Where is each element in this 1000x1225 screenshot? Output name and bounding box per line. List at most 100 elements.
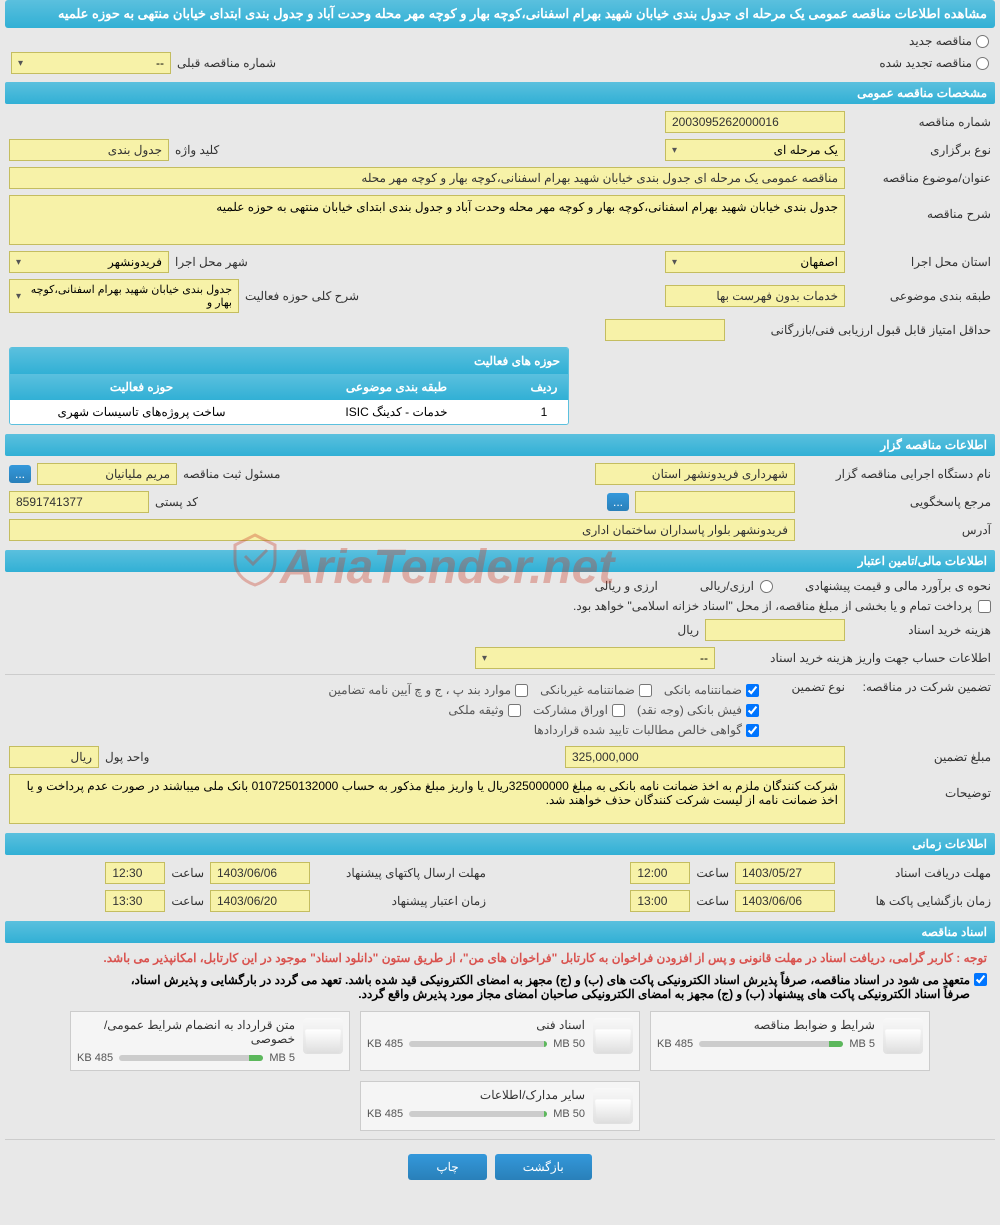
back-button[interactable]: بازگشت [495,1154,592,1180]
chevron-down-icon: ▾ [18,58,23,69]
check-c4[interactable]: فیش بانکی (وجه نقد) [637,703,759,717]
row-idx: 1 [524,405,564,419]
registrar-label: مسئول ثبت مناقصه [183,467,280,481]
open-label: زمان بازگشایی پاکت ها [841,894,991,908]
org-value: شهرداری فریدونشهر استان [595,463,795,485]
prev-tender-no-label: شماره مناقصه قبلی [177,56,276,70]
currency-radio[interactable] [760,580,773,593]
progress-bar [409,1111,547,1117]
table-row: 1 خدمات - کدینگ ISIC ساخت پروژه‌های تاسی… [10,400,568,424]
prev-tender-value: -- [156,56,164,70]
file-box-4[interactable]: سایر مدارک/اطلاعات 50 MB 485 KB [360,1081,640,1131]
check-c3[interactable]: موارد بند پ ، ج و چ آیین نامه تضامین [328,683,528,697]
row-area: ساخت پروژه‌های تاسیسات شهری [14,405,269,419]
file-box-3[interactable]: متن قرارداد به انضمام شرایط عمومی/خصوصی … [70,1011,350,1071]
open-time: 13:00 [630,890,690,912]
chevron-down-icon: ▾ [16,291,21,302]
account-info-label: اطلاعات حساب جهت واریز هزینه خرید اسناد [721,651,991,665]
check-c6[interactable]: وثیقه ملکی [448,703,521,717]
section-docs: اسناد مناقصه [5,921,995,943]
col-cat: طبقه بندی موضوعی [269,380,524,394]
receive-time: 12:00 [630,862,690,884]
activity-table-title: حوزه های فعالیت [10,348,568,374]
tender-type-renewed-radio[interactable] [976,57,989,70]
category-label: طبقه بندی موضوعی [851,289,991,303]
keyword-label: کلید واژه [175,143,219,157]
type-select[interactable]: یک مرحله ای ▾ [665,139,845,161]
commitment-line2: صرفاً اسناد الکترونیکی پاکت های پیشنهاد … [131,987,970,1001]
red-warning: توجه : کاربر گرامی، دریافت اسناد در مهلت… [5,947,995,969]
unit-value: ریال [9,746,99,768]
unit-label: واحد پول [105,750,149,764]
registrar-more-button[interactable]: ... [9,465,31,483]
prev-tender-select[interactable]: -- ▾ [11,52,171,74]
account-info-select[interactable]: -- ▾ [475,647,715,669]
scope-value: جدول بندی خیابان شهید بهرام اسفنانی،کوچه… [21,283,232,309]
doc-fee-label: هزینه خرید اسناد [851,623,991,637]
tender-type-renewed-label: مناقصه تجدید شده [879,56,972,70]
treasury-note: پرداخت تمام و یا بخشی از مبلغ مناقصه، از… [573,599,972,613]
account-info-value: -- [700,651,708,665]
province-label: استان محل اجرا [851,255,991,269]
activity-table: حوزه های فعالیت ردیف طبقه بندی موضوعی حو… [9,347,569,425]
chevron-down-icon: ▾ [482,653,487,664]
type-label: نوع برگزاری [851,143,991,157]
notes-label: توضیحات [851,774,991,800]
file-title: اسناد فنی [367,1018,585,1032]
check-c7[interactable]: گواهی خالص مطالبات تایید شده قراردادها [534,723,759,737]
file-title: سایر مدارک/اطلاعات [367,1088,585,1102]
treasury-checkbox[interactable] [978,600,991,613]
reply-value [635,491,795,513]
commitment-checkbox[interactable] [974,973,987,986]
file-total: 50 MB [553,1038,585,1050]
file-used: 485 KB [367,1038,403,1050]
city-select[interactable]: فریدونشهر ▾ [9,251,169,273]
section-issuer: اطلاعات مناقصه گزار [5,434,995,456]
print-button[interactable]: چاپ [408,1154,486,1180]
amount-value: 325,000,000 [565,746,845,768]
chevron-down-icon: ▾ [672,145,677,156]
check-c2[interactable]: ضمانتنامه غیربانکی [540,683,652,697]
receive-label: مهلت دریافت اسناد [841,866,991,880]
chevron-down-icon: ▾ [672,257,677,268]
file-used: 485 KB [367,1108,403,1120]
col-area: حوزه فعالیت [14,380,269,394]
category-value: خدمات بدون فهرست بها [665,285,845,307]
section-general: مشخصات مناقصه عمومی [5,82,995,104]
city-value: فریدونشهر [108,255,162,269]
time-label-4: ساعت [171,894,204,908]
notes-value: شرکت کنندگان ملزم به اخذ ضمانت نامه بانک… [9,774,845,824]
file-total: 50 MB [553,1108,585,1120]
address-label: آدرس [801,523,991,537]
province-select[interactable]: اصفهان ▾ [665,251,845,273]
tender-type-new-radio[interactable] [976,35,989,48]
time-label-3: ساعت [171,866,204,880]
check-c5[interactable]: اوراق مشارکت [533,703,625,717]
receive-date: 1403/05/27 [735,862,835,884]
col-idx: ردیف [524,380,564,394]
time-label-2: ساعت [696,894,729,908]
subject-value: مناقصه عمومی یک مرحله ای جدول بندی خیابا… [9,167,845,189]
reply-more-button[interactable]: ... [607,493,629,511]
folder-icon [593,1018,633,1054]
subject-label: عنوان/موضوع مناقصه [851,171,991,185]
validity-date: 1403/06/20 [210,890,310,912]
file-title: شرایط و ضوابط مناقصه [657,1018,875,1032]
scope-label: شرح کلی حوزه فعالیت [245,289,359,303]
type-value: یک مرحله ای [774,143,838,157]
file-box-1[interactable]: شرایط و ضوابط مناقصه 5 MB 485 KB [650,1011,930,1071]
reply-label: مرجع پاسخگویی [801,495,991,509]
folder-icon [303,1018,343,1054]
scope-select[interactable]: جدول بندی خیابان شهید بهرام اسفنانی،کوچه… [9,279,239,313]
row-cat: خدمات - کدینگ ISIC [269,405,524,419]
currency-radio-label: ارزی/ریالی [700,579,754,593]
section-schedule: اطلاعات زمانی [5,833,995,855]
folder-icon [593,1088,633,1124]
doc-fee-currency: ریال [677,623,699,637]
file-box-2[interactable]: اسناد فنی 50 MB 485 KB [360,1011,640,1071]
desc-value: جدول بندی خیابان شهید بهرام اسفنانی،کوچه… [9,195,845,245]
check-c1[interactable]: ضمانتنامه بانکی [664,683,759,697]
registrar-value: مریم ملیانیان [37,463,177,485]
page-title: مشاهده اطلاعات مناقصه عمومی یک مرحله ای … [5,0,995,28]
postal-label: کد پستی [155,495,198,509]
